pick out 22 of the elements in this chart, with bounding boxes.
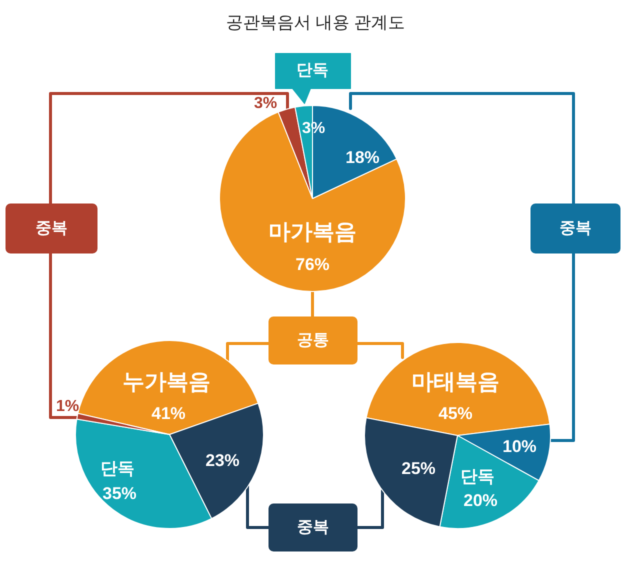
data-label: 3% [254, 95, 278, 112]
data-label: 76% [295, 255, 330, 274]
data-label: 35% [102, 484, 137, 503]
slice-label: 마가복음 [268, 219, 356, 244]
data-label: 10% [502, 437, 537, 456]
text: 중복 [297, 519, 329, 536]
text: 중복 [560, 220, 592, 237]
data-label: 20% [463, 491, 498, 510]
slice-label: 단독 [296, 62, 328, 79]
text: 중복 [36, 220, 68, 237]
data-label: 41% [151, 404, 186, 423]
data-label: 25% [401, 459, 436, 478]
data-label: 1% [56, 398, 80, 415]
data-label: 18% [345, 148, 380, 167]
text: 공통 [297, 332, 329, 349]
data-label: 23% [205, 451, 240, 470]
chart-title: 공관복음서 내용 관계도 [226, 13, 406, 32]
slice-label: 단독 [100, 459, 134, 478]
slice-label: 마태복음 [412, 369, 500, 394]
data-label: 45% [438, 404, 473, 423]
slice-label: 단독 [460, 467, 494, 486]
slice-label: 누가복음 [122, 369, 210, 394]
